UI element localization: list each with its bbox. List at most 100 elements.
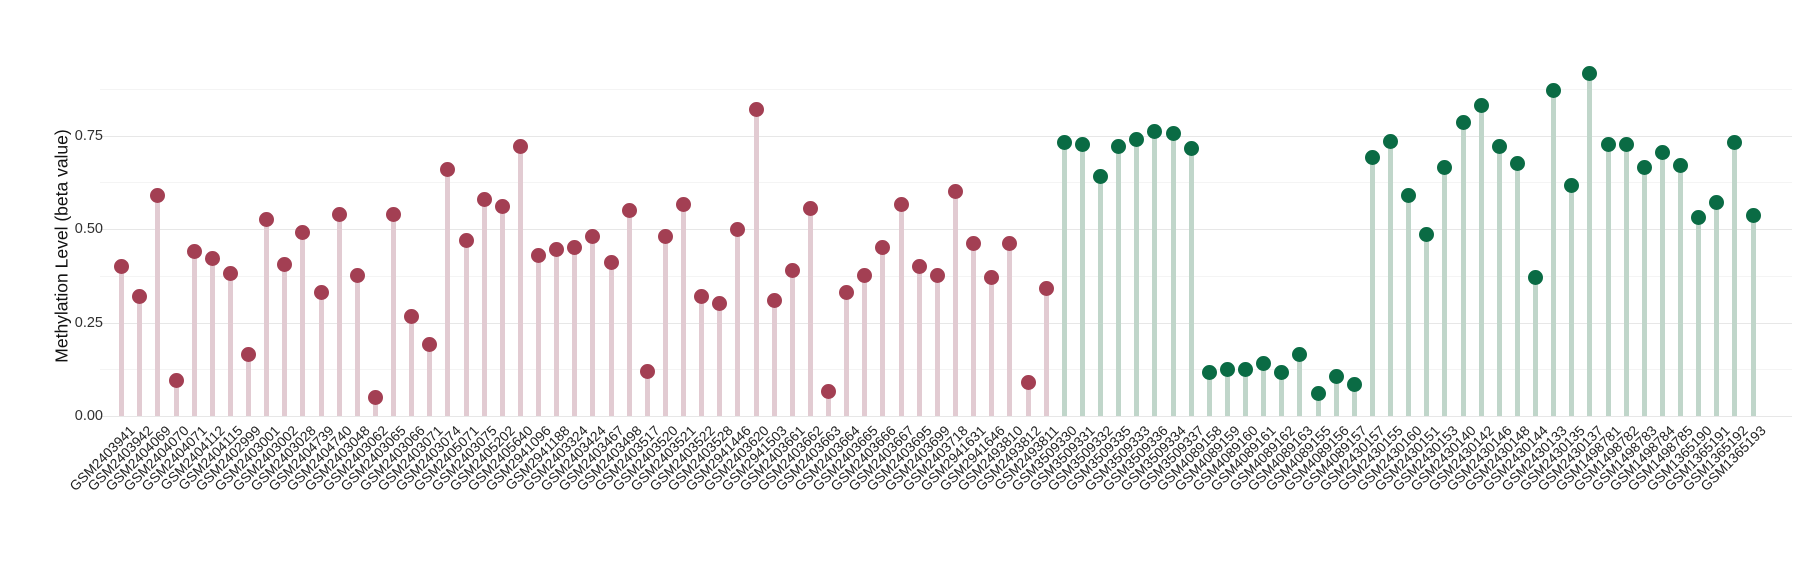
stem xyxy=(463,240,469,416)
data-point xyxy=(1292,346,1308,362)
stem xyxy=(1351,384,1357,416)
data-point xyxy=(1364,150,1380,166)
stem xyxy=(1369,157,1375,416)
stem xyxy=(246,354,252,416)
y-axis-tick-label: 0.00 xyxy=(74,408,103,424)
data-point xyxy=(458,232,474,248)
stem xyxy=(536,255,542,416)
stem xyxy=(1079,144,1085,416)
stem xyxy=(1188,148,1194,416)
data-point xyxy=(440,161,456,177)
data-point xyxy=(1238,361,1253,377)
data-point xyxy=(1093,169,1108,185)
data-point xyxy=(875,240,891,256)
data-point xyxy=(1509,156,1525,172)
data-point xyxy=(386,206,402,222)
data-point xyxy=(766,292,782,308)
stem xyxy=(445,169,451,416)
data-point xyxy=(1256,356,1272,372)
data-point xyxy=(1691,210,1707,226)
stem xyxy=(1533,277,1539,416)
stem xyxy=(1496,146,1502,416)
data-point xyxy=(1129,131,1145,147)
data-point xyxy=(1618,137,1634,153)
stem xyxy=(1388,141,1394,416)
data-point xyxy=(694,288,710,304)
stem xyxy=(1333,376,1339,416)
data-point xyxy=(1183,141,1199,157)
data-point xyxy=(512,139,528,155)
data-point xyxy=(1709,195,1725,211)
stem xyxy=(699,296,705,416)
data-point xyxy=(857,268,873,284)
stem xyxy=(1478,105,1484,416)
data-point xyxy=(349,268,365,284)
stem xyxy=(1007,243,1013,416)
data-point xyxy=(241,346,257,362)
minor-gridline xyxy=(100,275,1792,277)
stem xyxy=(1025,382,1031,416)
stem xyxy=(264,219,270,416)
data-point xyxy=(567,240,583,256)
data-point xyxy=(494,199,510,215)
data-point xyxy=(1455,114,1471,130)
data-point xyxy=(168,372,184,388)
stem xyxy=(1170,133,1176,416)
data-point xyxy=(1654,144,1670,160)
data-point xyxy=(1546,83,1562,99)
major-gridline xyxy=(100,135,1792,137)
stem xyxy=(952,191,958,416)
stem xyxy=(789,270,795,416)
data-point xyxy=(712,296,728,312)
stem xyxy=(807,208,813,416)
stem xyxy=(717,303,723,416)
data-point xyxy=(676,197,692,213)
data-point xyxy=(1419,227,1435,243)
stem xyxy=(662,236,668,416)
data-point xyxy=(639,363,655,379)
data-point xyxy=(1582,66,1598,82)
stem xyxy=(880,247,886,416)
stem xyxy=(517,146,523,416)
stem xyxy=(318,292,324,416)
y-axis-tick-label: 0.50 xyxy=(74,221,103,237)
data-point xyxy=(1473,98,1489,114)
stem xyxy=(1696,217,1702,416)
data-point xyxy=(1056,135,1072,151)
stem xyxy=(173,380,179,416)
stem xyxy=(409,316,415,416)
data-point xyxy=(1328,369,1344,385)
data-point xyxy=(1201,365,1217,381)
stem xyxy=(1424,234,1430,416)
data-point xyxy=(476,191,492,207)
stem xyxy=(753,109,759,416)
data-point xyxy=(1165,126,1181,142)
stem xyxy=(1750,215,1756,416)
data-point xyxy=(1673,157,1689,173)
data-point xyxy=(367,389,383,405)
data-point xyxy=(603,255,619,271)
data-point xyxy=(1274,365,1290,381)
data-point xyxy=(295,225,311,241)
data-point xyxy=(277,257,293,273)
y-axis-tick-label: 0.25 xyxy=(74,314,103,331)
data-point xyxy=(1020,374,1036,390)
data-point xyxy=(204,251,220,267)
data-point xyxy=(1600,137,1616,153)
data-point xyxy=(1636,159,1652,175)
stem xyxy=(1732,142,1738,416)
stem xyxy=(1587,73,1593,416)
data-point xyxy=(657,228,673,244)
stem xyxy=(554,249,560,416)
data-point xyxy=(1727,135,1743,151)
stem xyxy=(898,204,904,416)
data-point xyxy=(1111,139,1127,155)
data-point xyxy=(730,221,746,237)
stem xyxy=(1569,185,1575,416)
stem xyxy=(1623,144,1629,416)
data-point xyxy=(1491,139,1507,155)
stem xyxy=(1678,165,1684,416)
minor-gridline xyxy=(100,88,1792,90)
stem xyxy=(119,266,125,416)
